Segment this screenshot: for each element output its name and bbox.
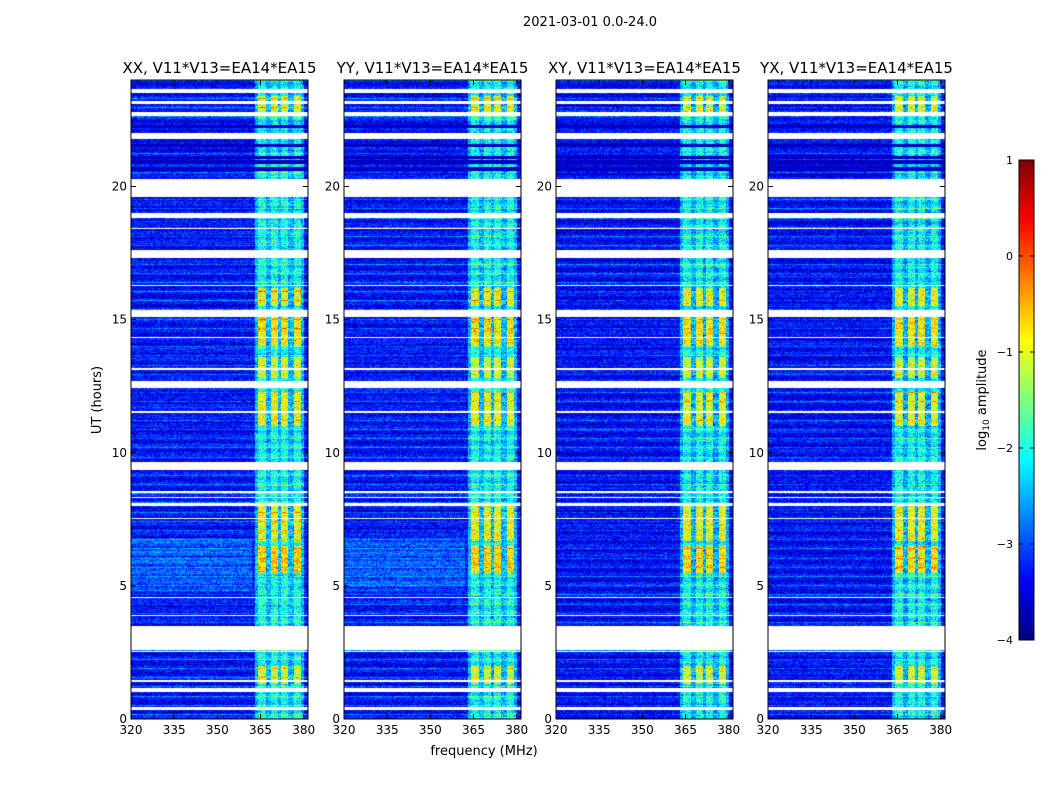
y-tick-label: 20 bbox=[749, 180, 764, 194]
y-tick-label: 15 bbox=[112, 313, 127, 327]
x-tick-label: 365 bbox=[462, 723, 485, 737]
y-tick-label: 0 bbox=[544, 712, 552, 726]
x-tick-label: 350 bbox=[206, 723, 229, 737]
x-tick-label: 335 bbox=[588, 723, 611, 737]
panel-xx: XX, V11*V13=EA14*EA15 320 335 350 365 380 0 5 10… bbox=[112, 59, 317, 737]
y-tick-label: 10 bbox=[325, 446, 340, 460]
y-tick-label: 5 bbox=[756, 579, 764, 593]
panel-frame bbox=[555, 79, 734, 720]
colorbar-label-sub: 10 bbox=[982, 419, 992, 431]
x-tick-label: 365 bbox=[674, 723, 697, 737]
x-tick-label: 350 bbox=[843, 723, 866, 737]
y-tick-label: 0 bbox=[332, 712, 340, 726]
panel-title: YY, V11*V13=EA14*EA15 bbox=[336, 59, 529, 77]
colorbar-bar bbox=[1018, 159, 1035, 641]
x-tick-label: 335 bbox=[163, 723, 186, 737]
x-tick-label: 380 bbox=[292, 723, 315, 737]
y-tick-label: 15 bbox=[325, 313, 340, 327]
x-tick-label: 380 bbox=[717, 723, 740, 737]
colorbar-tick-label: 0 bbox=[1006, 250, 1013, 263]
heatmap-image bbox=[768, 80, 945, 719]
y-tick-label: 15 bbox=[537, 313, 552, 327]
x-tick-label: 350 bbox=[419, 723, 442, 737]
panel-frame bbox=[130, 79, 309, 720]
colorbar-tick-label: 1 bbox=[1006, 154, 1013, 167]
panel-title: YX, V11*V13=EA14*EA15 bbox=[759, 59, 953, 77]
colorbar-tick-label: −1 bbox=[997, 346, 1013, 359]
x-tick-label: 350 bbox=[631, 723, 654, 737]
x-tick-label: 320 bbox=[333, 723, 356, 737]
y-tick-label: 0 bbox=[119, 712, 127, 726]
colorbar-tick-label: −4 bbox=[997, 634, 1013, 647]
y-tick-label: 10 bbox=[537, 446, 552, 460]
figure-suptitle: 2021-03-01 0.0-24.0 bbox=[523, 15, 657, 30]
x-tick-label: 320 bbox=[757, 723, 780, 737]
y-tick-label: 20 bbox=[537, 180, 552, 194]
heatmap-image bbox=[131, 80, 308, 719]
y-tick-label: 20 bbox=[112, 180, 127, 194]
panel-frame bbox=[343, 79, 522, 720]
panel-xy: XY, V11*V13=EA14*EA15 320 335 350 365 380 0 5 10… bbox=[537, 59, 741, 737]
y-tick-label: 5 bbox=[332, 579, 340, 593]
x-tick-label: 365 bbox=[249, 723, 272, 737]
colorbar-label: log10 amplitude bbox=[975, 349, 992, 450]
y-tick-label: 10 bbox=[749, 446, 764, 460]
x-tick-label: 335 bbox=[376, 723, 399, 737]
y-tick-label: 20 bbox=[325, 180, 340, 194]
x-tick-label: 380 bbox=[929, 723, 952, 737]
x-tick-label: 320 bbox=[545, 723, 568, 737]
y-tick-label: 0 bbox=[756, 712, 764, 726]
y-axis-label: UT (hours) bbox=[90, 366, 105, 434]
x-tick-label: 335 bbox=[800, 723, 823, 737]
y-tick-label: 15 bbox=[749, 313, 764, 327]
y-tick-label: 5 bbox=[544, 579, 552, 593]
heatmap-image bbox=[556, 80, 733, 719]
heatmap-image bbox=[344, 80, 521, 719]
panel-title: XY, V11*V13=EA14*EA15 bbox=[548, 59, 741, 77]
colorbar-label-suffix: amplitude bbox=[975, 349, 990, 419]
colorbar-tick-label: −2 bbox=[997, 442, 1013, 455]
colorbar-label-prefix: log bbox=[975, 431, 990, 451]
panel-yx: YX, V11*V13=EA14*EA15 320 335 350 365 380 0 5 10… bbox=[749, 59, 953, 737]
colorbar-tick-label: −3 bbox=[997, 538, 1013, 551]
panel-frame bbox=[767, 79, 946, 720]
panels: XX, V11*V13=EA14*EA15 320 335 350 365 380 0 5 10… bbox=[112, 59, 953, 737]
panel-title: XX, V11*V13=EA14*EA15 bbox=[122, 59, 316, 77]
y-tick-label: 5 bbox=[119, 579, 127, 593]
x-tick-label: 380 bbox=[505, 723, 528, 737]
x-tick-label: 320 bbox=[120, 723, 143, 737]
y-tick-label: 10 bbox=[112, 446, 127, 460]
panel-yy: YY, V11*V13=EA14*EA15 320 335 350 365 380 0 5 10… bbox=[325, 59, 529, 737]
x-axis-label: frequency (MHz) bbox=[430, 744, 537, 759]
x-tick-label: 365 bbox=[886, 723, 909, 737]
